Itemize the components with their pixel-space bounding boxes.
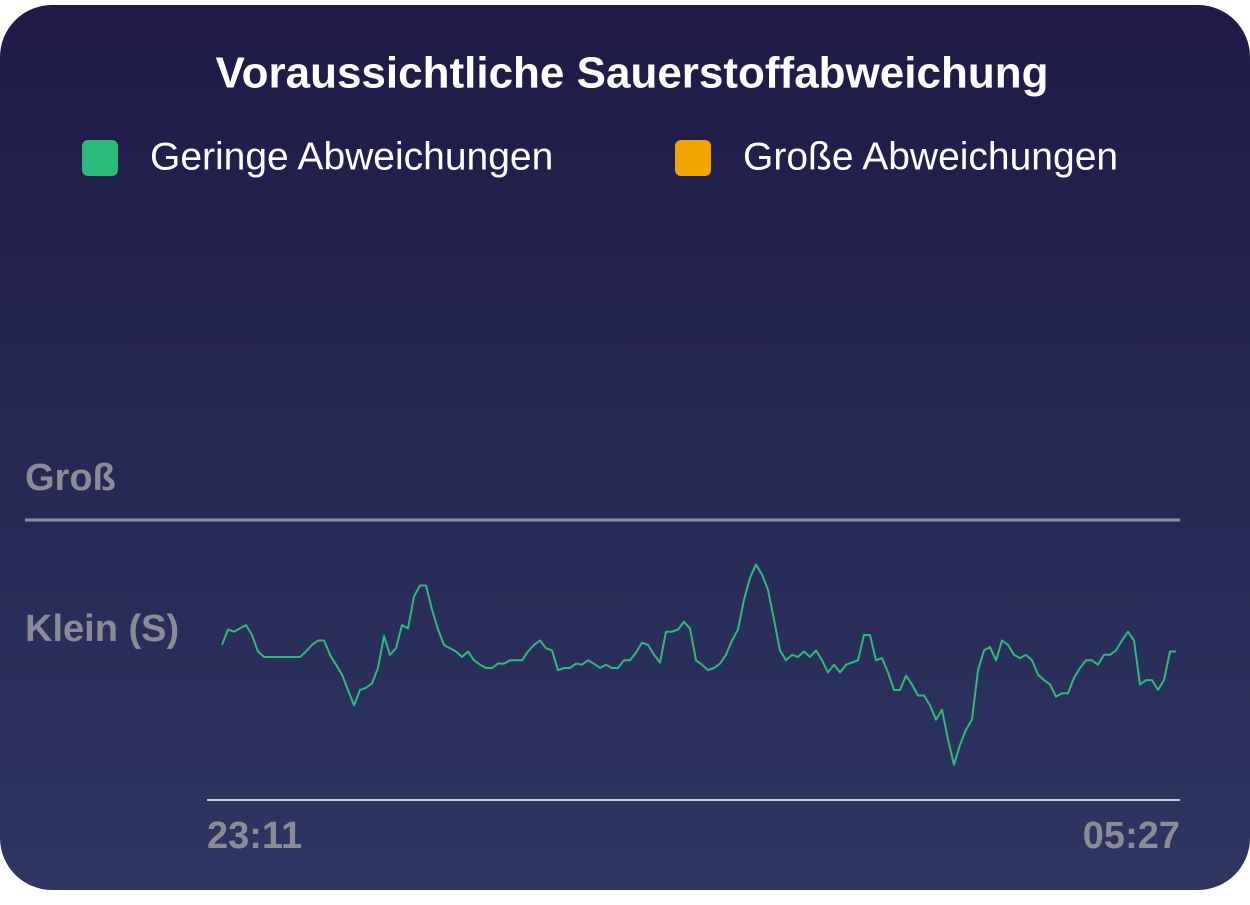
data-line <box>221 563 1176 766</box>
legend-label: Große Abweichungen <box>743 135 1118 178</box>
x-tick-label: 05:27 <box>1083 815 1180 857</box>
y-tick-label: Klein (S) <box>25 608 179 650</box>
legend-label: Geringe Abweichungen <box>150 135 553 178</box>
card <box>0 5 1250 890</box>
y-tick-label: Groß <box>25 457 116 499</box>
legend-swatch <box>82 140 118 176</box>
legend-swatch <box>675 140 711 176</box>
chart-title: Voraussichtliche Sauerstoffabweichung <box>216 49 1049 98</box>
x-tick-label: 23:11 <box>207 815 302 857</box>
